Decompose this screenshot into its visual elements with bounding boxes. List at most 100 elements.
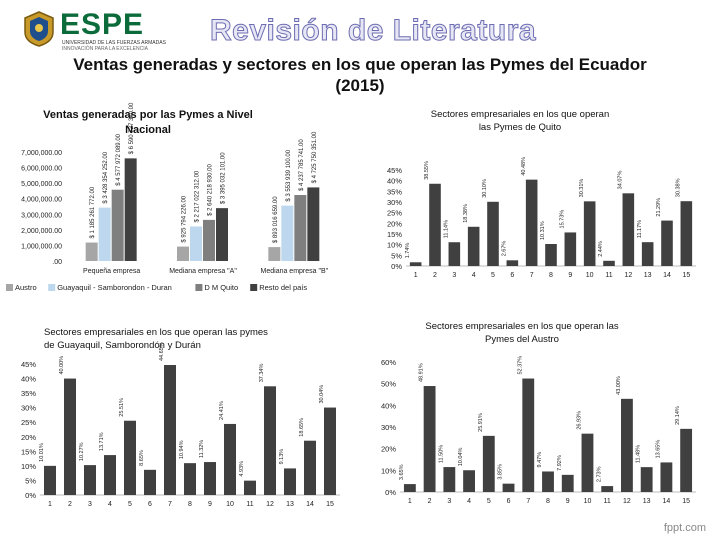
austro-data-label: 3.65%	[399, 464, 405, 480]
subtitle-year: (2015)	[335, 76, 385, 95]
austro-data-label: 52.37%	[517, 356, 523, 375]
austro-bar	[522, 378, 535, 492]
guayaquil-y-tick: 5%	[25, 476, 36, 485]
ventas-data-label: $ 1 185 261 772.00	[90, 186, 96, 238]
quito-data-label: 15.73%	[560, 210, 566, 229]
ventas-bar	[203, 219, 215, 261]
austro-bar	[601, 486, 614, 492]
austro-data-label: 13.65%	[655, 440, 661, 459]
guayaquil-x-tick: 15	[326, 501, 334, 508]
austro-x-tick: 1	[408, 498, 412, 505]
ventas-data-label: $ 2 640 218 930.00	[208, 164, 214, 216]
austro-data-label: 25.91%	[478, 413, 484, 432]
quito-x-tick: 3	[452, 272, 456, 279]
quito-data-label: 2.67%	[502, 241, 508, 257]
ventas-chart: Ventas generadas por las Pymes a Nivel Na…	[6, 102, 329, 292]
ventas-bar	[307, 187, 320, 261]
guayaquil-data-label: 11.32%	[199, 440, 205, 458]
ventas-bar	[124, 158, 137, 261]
austro-data-label: 10.04%	[458, 447, 464, 466]
guayaquil-x-tick: 11	[246, 501, 253, 508]
quito-chart-title: las Pymes de Quito	[479, 122, 561, 133]
austro-bar	[680, 428, 693, 492]
guayaquil-x-tick: 6	[148, 501, 152, 508]
quito-bar	[583, 201, 596, 266]
ventas-legend-label: Guayaquil - Samborondon - Duran	[57, 283, 172, 292]
quito-x-tick: 13	[644, 272, 652, 279]
guayaquil-data-label: 25.51%	[119, 398, 125, 417]
guayaquil-bar	[124, 420, 136, 495]
quito-y-tick: 45%	[387, 166, 402, 175]
guayaquil-bar	[244, 480, 256, 495]
quito-y-tick: 25%	[387, 209, 402, 218]
guayaquil-y-tick: 15%	[21, 447, 36, 456]
guayaquil-x-tick: 13	[286, 501, 294, 508]
austro-y-tick: 40%	[381, 401, 396, 410]
quito-x-tick: 2	[433, 272, 437, 279]
quito-bar	[603, 260, 615, 266]
quito-data-label: 10.31%	[540, 221, 546, 240]
quito-data-label: 18.38%	[463, 204, 469, 223]
austro-x-tick: 11	[604, 498, 611, 505]
quito-data-label: 1.74%	[405, 243, 411, 259]
quito-bar	[622, 193, 635, 266]
ventas-y-tick: 5,000,000.00	[21, 181, 62, 188]
ventas-y-tick: 6,000,000.00	[21, 166, 62, 173]
guayaquil-data-label: 13.71%	[99, 432, 105, 451]
austro-bar	[640, 467, 653, 492]
austro-data-label: 11.50%	[438, 445, 444, 463]
austro-x-tick: 4	[467, 498, 471, 505]
austro-bar	[403, 484, 416, 492]
austro-bar	[660, 462, 673, 492]
university-seal-icon	[24, 11, 54, 47]
quito-data-label: 30.31%	[579, 179, 585, 198]
quito-x-tick: 9	[568, 272, 572, 279]
guayaquil-bar	[44, 465, 56, 495]
quito-data-label: 21.29%	[656, 198, 662, 217]
guayaquil-x-tick: 7	[168, 501, 172, 508]
quito-data-label: 2.44%	[598, 241, 604, 257]
austro-data-label: 3.85%	[498, 464, 504, 480]
guayaquil-bar	[164, 365, 176, 495]
ventas-data-label: $ 4 577 972 089.00	[116, 133, 122, 185]
austro-data-label: 29.14%	[675, 406, 681, 425]
austro-x-tick: 3	[447, 498, 451, 505]
ventas-bar	[281, 205, 294, 261]
guayaquil-bar	[304, 440, 316, 495]
espe-logo: ESPE UNIVERSIDAD DE LAS FUERZAS ARMADAS …	[22, 8, 190, 52]
guayaquil-y-tick: 0%	[25, 491, 36, 500]
austro-data-label: 48.91%	[419, 363, 425, 382]
quito-x-tick: 8	[549, 272, 553, 279]
guayaquil-bar	[184, 463, 196, 495]
austro-data-label: 7.92%	[557, 455, 563, 471]
austro-chart-title: Pymes del Austro	[485, 334, 559, 345]
austro-data-label: 26.93%	[577, 411, 583, 430]
ventas-bar	[177, 246, 189, 261]
quito-x-tick: 15	[682, 272, 690, 279]
quito-bar	[545, 244, 557, 266]
austro-chart-title: Sectores empresariales en los que operan…	[425, 321, 619, 332]
ventas-legend-swatch	[6, 284, 13, 291]
header: ESPE UNIVERSIDAD DE LAS FUERZAS ARMADAS …	[0, 0, 720, 52]
subtitle-text: Ventas generadas y sectores en los que o…	[73, 55, 647, 74]
guayaquil-chart-title: de Guayaquil, Samborondón y Durán	[44, 340, 201, 351]
guayaquil-x-tick: 2	[68, 501, 72, 508]
quito-chart-title: Sectores empresariales en los que operan	[431, 109, 610, 120]
austro-x-tick: 6	[507, 498, 511, 505]
austro-data-label: 43.00%	[616, 376, 622, 395]
ventas-x-tick: Mediana empresa "A"	[169, 268, 237, 275]
quito-bar	[680, 201, 693, 266]
quito-x-tick: 14	[663, 272, 671, 279]
guayaquil-data-label: 10.01%	[39, 443, 45, 462]
ventas-bar	[190, 226, 202, 261]
guayaquil-x-tick: 1	[48, 501, 52, 508]
ventas-legend-swatch	[48, 284, 56, 291]
quito-data-label: 34.07%	[618, 171, 624, 190]
guayaquil-y-tick: 35%	[21, 389, 36, 398]
quito-data-label: 11.14%	[444, 220, 450, 238]
austro-bar	[621, 398, 633, 492]
quito-y-tick: 35%	[387, 187, 402, 196]
ventas-data-label: $ 3 553 939 100.00	[286, 149, 292, 201]
ventas-y-tick: 1,000,000.00	[21, 243, 62, 250]
austro-x-tick: 8	[546, 498, 550, 505]
